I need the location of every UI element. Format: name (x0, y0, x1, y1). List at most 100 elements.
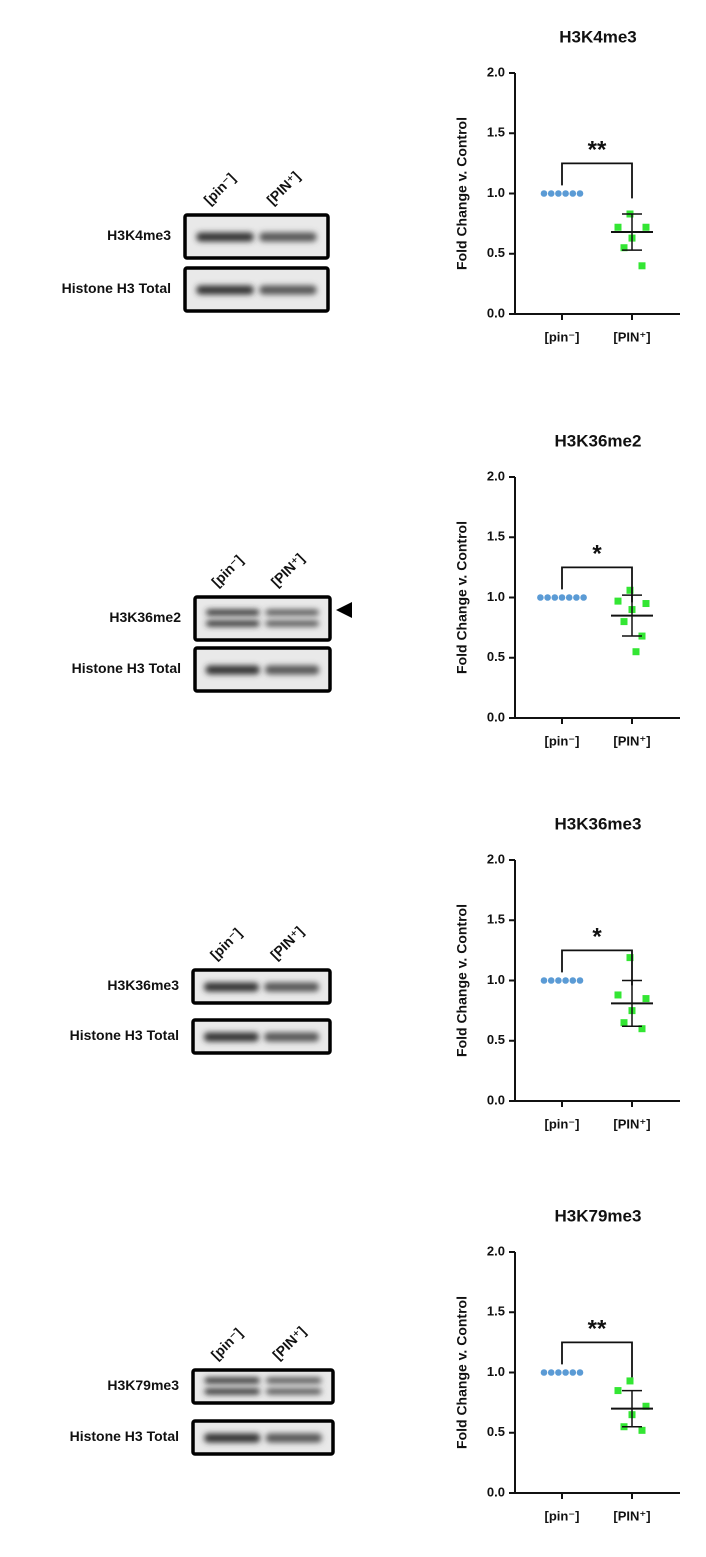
dot (614, 991, 622, 999)
y-axis-label: Fold Change v. Control (454, 1296, 470, 1449)
band (205, 620, 260, 627)
significance-label: ** (588, 1316, 607, 1343)
band (259, 285, 317, 295)
lane-label: [pin⁻] (208, 552, 246, 590)
lane-label: [PIN⁺] (267, 923, 307, 963)
y-tick-label: 1.5 (487, 912, 505, 927)
band (264, 1032, 320, 1042)
lane-label: [pin⁻] (207, 925, 245, 963)
band (204, 1388, 261, 1395)
dot (620, 1019, 628, 1027)
blot-frame (191, 1368, 335, 1405)
arrowhead (336, 602, 352, 618)
dot (614, 223, 622, 231)
significance-bracket (561, 566, 633, 603)
dot (547, 1369, 555, 1376)
dot (638, 262, 646, 270)
dot (569, 977, 577, 984)
dot (540, 1369, 548, 1376)
row-label: Histone H3 Total (72, 660, 181, 676)
x-tick-label: [pin⁻] (544, 1116, 579, 1131)
x-tick-label: [PIN⁺] (613, 733, 650, 748)
lane-label: [PIN⁺] (268, 550, 308, 590)
dot (642, 600, 650, 608)
error-bar (622, 213, 642, 251)
band (203, 982, 259, 992)
dot (547, 977, 555, 984)
dot (540, 977, 548, 984)
row-label: Histone H3 Total (62, 280, 171, 296)
dot (614, 1387, 622, 1395)
band (265, 1377, 322, 1384)
y-tick-label: 2.0 (487, 1243, 505, 1258)
significance-label: ** (588, 137, 607, 164)
dot (537, 594, 544, 601)
band (265, 1433, 322, 1443)
significance-label: * (592, 924, 602, 951)
row-label: Histone H3 Total (70, 1428, 179, 1444)
dot (638, 1025, 646, 1033)
dot (540, 190, 548, 197)
blot-frame (191, 968, 332, 1005)
y-tick-label: 2.0 (487, 468, 505, 483)
chart-title: H3K36me3 (555, 814, 642, 833)
dot (562, 190, 569, 197)
band (204, 1433, 261, 1443)
y-tick-label: 0.0 (487, 305, 505, 320)
dot (555, 190, 562, 197)
band (259, 232, 317, 242)
band (196, 232, 254, 242)
dot (555, 1369, 562, 1376)
significance-bracket (561, 1341, 633, 1378)
y-tick-label: 0.0 (487, 709, 505, 724)
lane-label: [PIN⁺] (269, 1323, 309, 1363)
band (205, 609, 260, 616)
blot-frame (191, 1419, 335, 1456)
blot-frame (193, 646, 332, 693)
y-axis-label: Fold Change v. Control (454, 521, 470, 674)
row-label: H3K79me3 (107, 1377, 179, 1393)
y-tick-label: 2.0 (487, 851, 505, 866)
y-tick-label: 0.5 (487, 1424, 505, 1439)
dot (555, 977, 562, 984)
dot (576, 977, 584, 984)
chart-title: H3K79me3 (555, 1206, 642, 1225)
dot (562, 1369, 569, 1376)
dot (626, 586, 634, 594)
dot (620, 244, 628, 252)
band (265, 1388, 322, 1395)
blot-bg (193, 1370, 333, 1403)
significance-label: * (592, 541, 602, 568)
band (265, 620, 320, 627)
x-tick-label: [pin⁻] (544, 329, 579, 344)
dot (642, 1402, 650, 1410)
dot (626, 954, 634, 962)
row-label: H3K36me3 (107, 977, 179, 993)
dot (576, 1369, 584, 1376)
y-tick-label: 1.0 (487, 185, 505, 200)
blot-bg (195, 597, 330, 640)
chart-title: H3K36me2 (555, 431, 642, 450)
row-label: H3K36me2 (109, 609, 181, 625)
dot (642, 223, 650, 231)
y-tick-label: 1.0 (487, 972, 505, 987)
x-tick-label: [pin⁻] (544, 733, 579, 748)
blot-frame (183, 266, 330, 313)
dot (642, 995, 650, 1003)
y-axis-label: Fold Change v. Control (454, 117, 470, 270)
y-tick-label: 0.5 (487, 1032, 505, 1047)
y-axis-label: Fold Change v. Control (454, 904, 470, 1057)
dot (565, 594, 573, 601)
error-bar (622, 1389, 642, 1428)
y-tick-label: 0.0 (487, 1484, 505, 1499)
band (265, 609, 320, 616)
chart-title: H3K4me3 (559, 27, 637, 46)
x-tick-label: [PIN⁺] (613, 1116, 650, 1131)
band (196, 285, 254, 295)
x-tick-label: [PIN⁺] (613, 329, 650, 344)
band (205, 665, 260, 675)
dot (562, 977, 569, 984)
lane-label: [pin⁻] (200, 170, 238, 208)
y-tick-label: 1.5 (487, 125, 505, 140)
